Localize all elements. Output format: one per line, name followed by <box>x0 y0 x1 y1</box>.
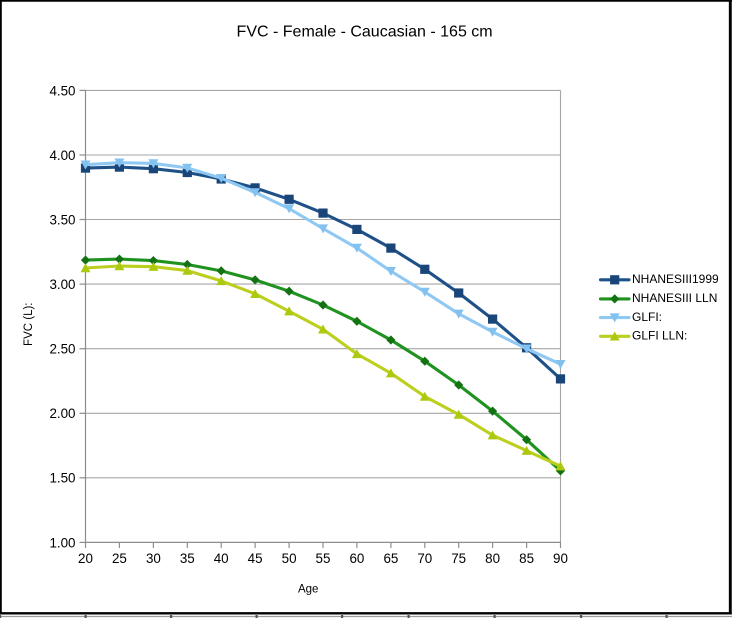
svg-text:30: 30 <box>146 551 161 566</box>
svg-text:GLFI LLN:: GLFI LLN: <box>632 329 687 343</box>
svg-text:NHANESIII LLN: NHANESIII LLN <box>632 291 717 305</box>
svg-text:90: 90 <box>553 551 568 566</box>
svg-text:FVC (L):: FVC (L): <box>23 302 35 345</box>
svg-text:35: 35 <box>180 551 195 566</box>
svg-text:85: 85 <box>519 551 534 566</box>
svg-text:40: 40 <box>214 551 229 566</box>
svg-text:75: 75 <box>451 551 466 566</box>
svg-text:20: 20 <box>78 551 93 566</box>
svg-text:70: 70 <box>417 551 432 566</box>
svg-text:FVC - Female - Caucasian - 165: FVC - Female - Caucasian - 165 cm <box>237 24 493 41</box>
svg-text:1.50: 1.50 <box>49 471 75 486</box>
svg-text:55: 55 <box>316 551 331 566</box>
svg-text:65: 65 <box>383 551 398 566</box>
svg-text:4.50: 4.50 <box>49 83 75 98</box>
svg-text:1.00: 1.00 <box>49 535 75 550</box>
svg-text:60: 60 <box>349 551 364 566</box>
svg-text:Age: Age <box>298 583 318 595</box>
svg-text:3.00: 3.00 <box>49 277 75 292</box>
svg-text:NHANESIII1999: NHANESIII1999 <box>632 272 719 286</box>
svg-text:4.00: 4.00 <box>49 148 75 163</box>
svg-text:GLFI:: GLFI: <box>632 310 662 324</box>
svg-text:80: 80 <box>485 551 500 566</box>
svg-text:25: 25 <box>112 551 127 566</box>
svg-text:50: 50 <box>282 551 297 566</box>
svg-text:45: 45 <box>248 551 263 566</box>
svg-text:2.50: 2.50 <box>49 342 75 357</box>
svg-text:3.50: 3.50 <box>49 212 75 227</box>
svg-text:2.00: 2.00 <box>49 406 75 421</box>
